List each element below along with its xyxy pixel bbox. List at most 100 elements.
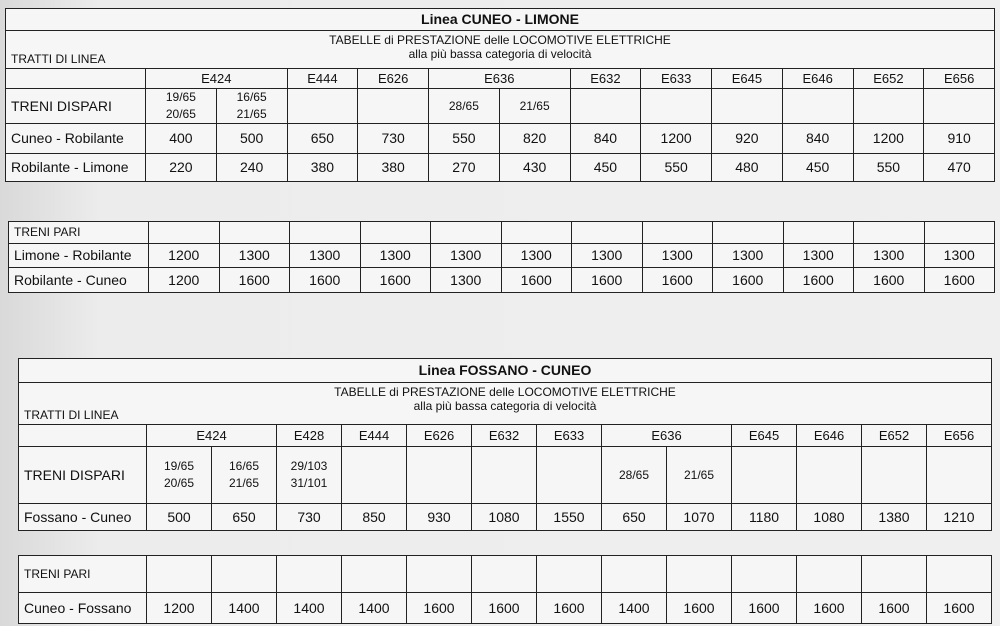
value-cell: 650 [286, 123, 359, 154]
value-cell: 550 [428, 123, 500, 154]
value-cell: 1600 [359, 267, 431, 293]
empty-cell [731, 555, 797, 593]
locomotive-header-e656: E656 [926, 424, 992, 447]
empty-cell [500, 221, 572, 244]
variant-cell [406, 446, 472, 504]
variant-cell: 21/65 [666, 446, 732, 504]
variant-cell [796, 446, 862, 504]
locomotive-header-e444: E444 [286, 68, 359, 89]
locomotive-header-e632: E632 [569, 68, 642, 89]
value-cell: 1600 [796, 592, 862, 624]
value-cell: 1300 [712, 243, 784, 268]
value-cell: 1400 [211, 592, 277, 624]
subtitle-line-1: TABELLE di PRESTAZIONE delle LOCOMOTIVE … [334, 385, 676, 399]
locomotive-header-e656: E656 [923, 68, 995, 89]
value-cell: 1210 [926, 503, 992, 531]
value-cell: 1200 [640, 123, 712, 154]
value-cell: 840 [569, 123, 642, 154]
treni-pari-label: TRENI PARI [18, 555, 147, 593]
variant-cell [357, 88, 429, 124]
variant-cell: 28/65 [601, 446, 667, 504]
variant-cell: 19/65 20/65 [145, 88, 217, 124]
value-cell: 1300 [218, 243, 290, 268]
value-cell: 1600 [471, 592, 537, 624]
value-cell: 1200 [148, 243, 220, 268]
locomotive-header-e633: E633 [640, 68, 712, 89]
variant-cell: 16/65 21/65 [211, 446, 277, 504]
variant-cell [341, 446, 407, 504]
title-row: Linea FOSSANO - CUNEO [18, 358, 992, 383]
value-cell: 1200 [852, 123, 925, 154]
value-cell: 650 [601, 503, 667, 531]
value-cell: 1300 [430, 267, 502, 293]
variant-cell [926, 446, 992, 504]
subtitle-row: TABELLE di PRESTAZIONE delle LOCOMOTIVE … [5, 30, 995, 69]
value-cell: 430 [498, 153, 571, 182]
variant-cell [861, 446, 927, 504]
treni-dispari-row: TRENI DISPARI 19/65 20/65 16/65 21/65 29/10… [18, 446, 992, 504]
locomotive-header-e636: E636 [601, 424, 732, 447]
empty-cell [471, 555, 537, 593]
value-cell: 1600 [782, 267, 854, 293]
empty-cell [641, 221, 713, 244]
fossano-cuneo-dispari-table: Linea FOSSANO - CUNEO TABELLE di PRESTAZI… [18, 358, 992, 531]
value-cell: 470 [923, 153, 995, 182]
variant-cell [471, 446, 537, 504]
value-cell: 1600 [666, 592, 732, 624]
variant-cell [640, 88, 712, 124]
variant-cell [731, 446, 797, 504]
value-cell: 1180 [731, 503, 797, 531]
empty-cell [218, 221, 290, 244]
empty-cell [861, 555, 927, 593]
table-row: Cuneo - Fossano 1200 1400 1400 1400 1600 1600 1… [18, 592, 992, 624]
value-cell: 1400 [601, 592, 667, 624]
value-cell: 840 [781, 123, 854, 154]
value-cell: 1600 [923, 267, 995, 293]
route-label: Robilante - Limone [5, 153, 146, 182]
value-cell: 650 [211, 503, 277, 531]
variant-cell: 16/65 21/65 [215, 88, 288, 124]
empty-cell [430, 221, 502, 244]
variant-cell [286, 88, 359, 124]
value-cell: 920 [711, 123, 783, 154]
treni-dispari-label: TRENI DISPARI [5, 88, 146, 124]
variant-cell: 19/65 20/65 [146, 446, 212, 504]
value-cell: 1300 [500, 243, 572, 268]
value-cell: 1600 [571, 267, 643, 293]
value-cell: 220 [145, 153, 217, 182]
empty-cell [796, 555, 862, 593]
value-cell: 1600 [641, 267, 713, 293]
value-cell: 1300 [359, 243, 431, 268]
empty-cell [211, 555, 277, 593]
table-row: Cuneo - Robilante 400 500 650 730 550 820 840 12… [5, 123, 995, 154]
route-label: Robilante - Cuneo [8, 267, 149, 293]
variant-cell [569, 88, 642, 124]
table-row: Fossano - Cuneo 500 650 730 850 930 1080 1550 65… [18, 503, 992, 531]
empty-cell [276, 555, 342, 593]
value-cell: 1600 [536, 592, 602, 624]
value-cell: 450 [781, 153, 854, 182]
value-cell: 1300 [571, 243, 643, 268]
title-row: Linea CUNEO - LIMONE [5, 8, 995, 31]
empty-cell [289, 221, 361, 244]
table-title: Linea CUNEO - LIMONE [5, 8, 995, 31]
value-cell: 930 [406, 503, 472, 531]
subtitle-line-2: alla più bassa categoria di velocità [413, 399, 597, 413]
locomotive-header-e646: E646 [796, 424, 862, 447]
treni-dispari-row: TRENI DISPARI 19/65 20/65 16/65 21/65 28/65… [5, 88, 995, 124]
value-cell: 500 [215, 123, 288, 154]
subtitle-cell: TABELLE di PRESTAZIONE delle LOCOMOTIVE … [18, 382, 992, 425]
value-cell: 1200 [146, 592, 212, 624]
variant-cell: 28/65 [428, 88, 500, 124]
value-cell: 550 [640, 153, 712, 182]
treni-pari-label: TRENI PARI [8, 221, 149, 244]
empty-cell [782, 221, 854, 244]
value-cell: 1080 [796, 503, 862, 531]
value-cell: 1300 [923, 243, 995, 268]
route-label: Fossano - Cuneo [18, 503, 147, 531]
subtitle-row: TABELLE di PRESTAZIONE delle LOCOMOTIVE … [18, 382, 992, 425]
locomotive-header-row: E424 E444 E626 E636 E632 E633 E645 E646 E652 E656 [5, 68, 995, 89]
header-blank-cell [18, 424, 147, 447]
locomotive-header-e636: E636 [428, 68, 571, 89]
route-label: Limone - Robilante [8, 243, 149, 268]
